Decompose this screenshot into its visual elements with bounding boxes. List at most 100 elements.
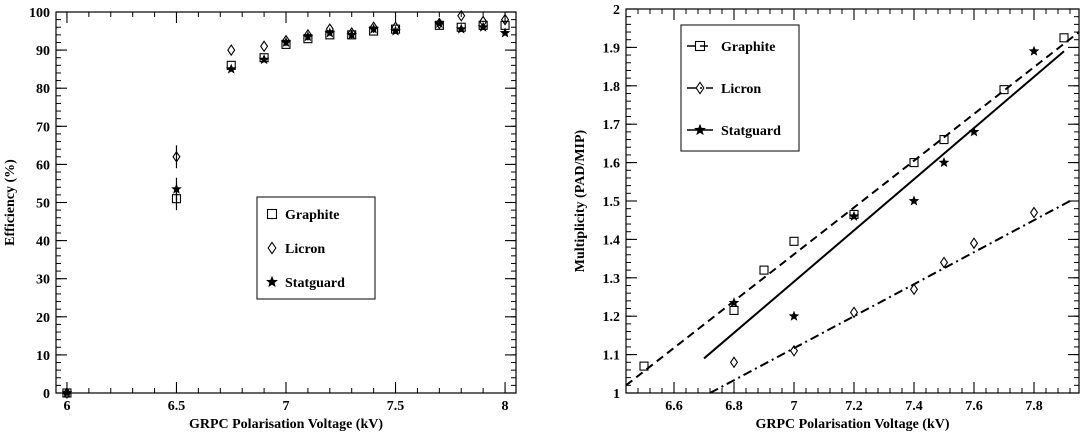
data-point-licron — [303, 28, 312, 41]
legend-label: Graphite — [721, 40, 775, 55]
legend-marker-licron — [695, 81, 705, 95]
fit-line-statguard — [703, 50, 1065, 360]
data-point-licron — [347, 26, 356, 39]
fit-line-graphite — [625, 31, 1080, 387]
x-tick-label: 6.5 — [168, 399, 186, 414]
y-axis-title: Multiplicity (PAD/MIP) — [573, 129, 588, 272]
legend-label: Statguard — [285, 276, 345, 291]
y-tick-label: 40 — [36, 235, 50, 250]
multiplicity-chart: 6.6 6.8 7 7.2 7.4 7.6 7.8 1 1.1 1.2 1.3 1.4 1.5 1.6 1.… — [573, 3, 1080, 432]
data-point-statguard — [499, 27, 511, 38]
data-point-licron — [260, 40, 269, 53]
data-point-statguard — [908, 195, 920, 206]
data-point-statguard — [324, 27, 336, 38]
fit-line-licron — [709, 200, 1071, 394]
data-point-licron — [729, 356, 739, 369]
data-point-licron — [909, 283, 919, 296]
data-point-statguard — [346, 29, 358, 40]
data-point-statguard — [788, 310, 800, 321]
data-point-licron — [500, 13, 510, 26]
y-tick-label: 1.4 — [603, 233, 621, 248]
y-tick-label: 1.1 — [603, 349, 621, 364]
data-point-statguard — [728, 297, 740, 308]
data-point-licron — [457, 9, 466, 22]
data-point-licron — [789, 344, 799, 357]
y-tick-label: 20 — [36, 311, 50, 326]
legend-marker-graphite — [694, 40, 706, 52]
y-tick-label: 1.2 — [603, 310, 621, 325]
y-tick-label: 30 — [36, 273, 50, 288]
data-point-statguard — [171, 183, 182, 194]
x-tick-label: 7.2 — [845, 399, 863, 414]
data-point-statguard — [968, 126, 980, 137]
data-point-statguard — [225, 63, 237, 74]
data-point-statguard — [258, 54, 270, 65]
data-point-graphite — [171, 194, 182, 204]
data-point-graphite — [759, 265, 769, 275]
y-tick-label: 90 — [36, 44, 50, 59]
y-tick-label: 80 — [36, 82, 50, 97]
data-point-statguard — [938, 157, 950, 168]
data-point-graphite — [909, 158, 919, 168]
data-point-licron — [172, 150, 181, 163]
y-tick-label: 10 — [36, 349, 50, 364]
data-point-licron — [369, 21, 378, 34]
y-tick-label: 1.7 — [603, 118, 621, 133]
x-axis-title: GRPC Polarisation Voltage (kV) — [189, 417, 383, 432]
data-point-graphite — [999, 85, 1009, 95]
data-point-statguard — [1028, 45, 1040, 56]
data-point-statguard — [848, 210, 860, 221]
x-tick-label: 7.6 — [965, 399, 983, 414]
y-tick-label: 1.3 — [603, 272, 621, 287]
y-tick-label: 1.6 — [603, 157, 621, 172]
legend-marker-statguard — [694, 123, 706, 136]
legend-label: Licron — [721, 82, 761, 97]
data-point-statguard — [302, 31, 314, 42]
data-point-statguard — [280, 36, 292, 48]
data-point-statguard — [434, 17, 445, 28]
x-tick-label: 6.6 — [665, 399, 683, 414]
y-tick-label: 100 — [29, 6, 50, 21]
data-point-statguard — [390, 25, 401, 36]
y-tick-label: 1.8 — [603, 80, 621, 95]
legend-label: Graphite — [285, 208, 339, 223]
legend-label: Statguard — [721, 124, 781, 139]
y-tick-label: 60 — [36, 158, 50, 173]
legend-marker-graphite — [266, 208, 278, 220]
data-point-graphite — [789, 236, 799, 246]
y-tick-label: 2 — [613, 3, 620, 18]
y-tick-label: 0 — [43, 387, 50, 402]
y-tick-label: 1.5 — [603, 195, 621, 210]
y-tick-label: 70 — [36, 120, 50, 135]
y-tick-label: 50 — [36, 197, 50, 212]
data-point-statguard — [455, 23, 467, 34]
y-tick-label: 1 — [613, 387, 620, 402]
y-axis-title: Efficiency (%) — [3, 159, 18, 246]
data-point-statguard — [477, 21, 489, 32]
data-point-statguard — [61, 387, 73, 398]
x-tick-label: 7 — [283, 399, 290, 414]
data-point-graphite — [939, 135, 949, 145]
x-tick-label: 8 — [502, 399, 509, 414]
data-point-graphite — [1059, 33, 1069, 43]
x-tick-label: 7 — [791, 399, 798, 414]
x-tick-label: 6.8 — [725, 399, 743, 414]
x-axis-title: GRPC Polarisation Voltage (kV) — [755, 417, 949, 432]
data-point-graphite — [639, 361, 649, 371]
data-point-licron — [227, 44, 236, 57]
legend-marker-statguard — [266, 275, 278, 288]
x-tick-label: 6 — [63, 399, 70, 414]
data-point-licron — [969, 237, 979, 250]
data-point-graphite — [729, 305, 739, 315]
x-tick-label: 7.4 — [905, 399, 923, 414]
data-point-licron — [939, 256, 949, 269]
data-point-licron — [281, 34, 291, 47]
y-tick-label: 1.9 — [603, 41, 621, 56]
x-tick-label: 7.5 — [387, 399, 405, 414]
legend-label: Licron — [285, 242, 325, 257]
legend-marker-licron — [267, 241, 277, 255]
data-point-licron — [849, 306, 859, 319]
data-point-statguard — [368, 23, 379, 34]
